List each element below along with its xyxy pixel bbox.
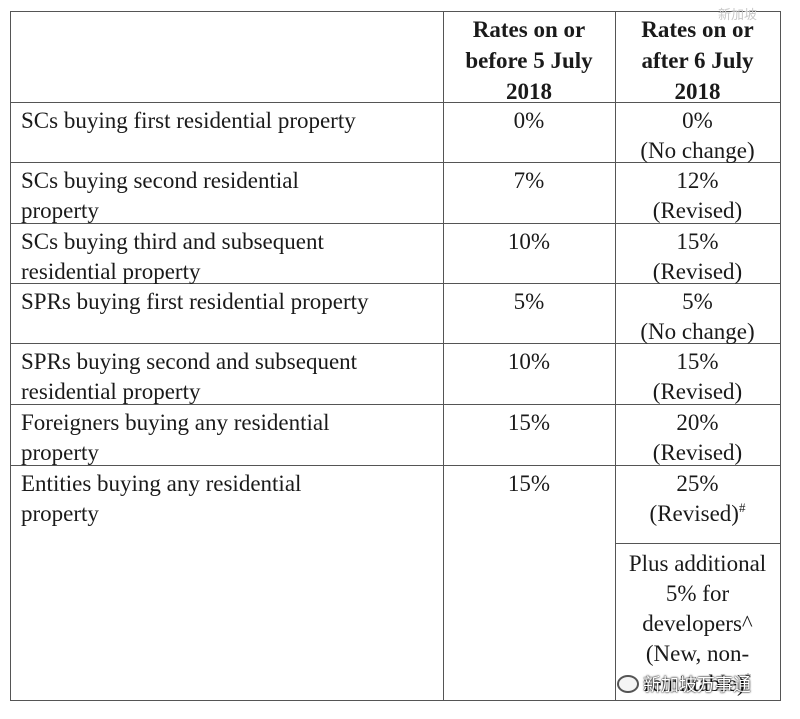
chat-bubble-icon xyxy=(617,675,639,693)
rate-after: 12% (Revised) xyxy=(615,162,780,226)
row-divider xyxy=(11,223,780,224)
header-before-line: Rates on or xyxy=(472,17,586,42)
rate-after-note: (Revised) xyxy=(652,259,743,284)
watermark-bottom: 新加坡万事通 xyxy=(617,671,751,697)
rate-after-value: 15% xyxy=(676,229,719,254)
surcharge-line: developers^ xyxy=(642,611,753,636)
label-line: residential property xyxy=(21,379,201,404)
rate-before: 10% xyxy=(507,229,551,254)
rate-after-note: (Revised) xyxy=(652,198,743,223)
surcharge-line: (New, non- xyxy=(645,641,750,666)
stamp-duty-table: Rates on or before 5 July 2018 Rates on … xyxy=(10,11,781,701)
rate-after: 15% (Revised) xyxy=(615,223,780,287)
rate-after-note: (No change) xyxy=(640,319,755,344)
column-divider-2 xyxy=(615,12,616,701)
label-line: property xyxy=(21,501,99,526)
row-divider xyxy=(11,102,780,103)
rate-after-note: (Revised)# xyxy=(615,499,780,529)
rate-after-note: (Revised) xyxy=(652,440,743,465)
watermark-bottom-text: 新加坡万事通 xyxy=(643,675,751,696)
rate-after: 25% (Revised)# xyxy=(615,465,780,529)
table-row-label: SPRs buying second and subsequent reside… xyxy=(11,343,443,407)
table-row-label: SCs buying second residential property xyxy=(11,162,443,226)
rate-after-value: 5% xyxy=(682,289,713,314)
footnote-mark: * xyxy=(744,670,752,685)
row-divider xyxy=(615,543,780,544)
developer-surcharge-cell: Plus additional 5% for developers^ (New,… xyxy=(615,543,780,699)
column-divider-1 xyxy=(443,12,444,701)
header-after-line: 2018 xyxy=(674,79,721,104)
rate-after-value: 0% xyxy=(682,108,713,133)
row-divider xyxy=(11,343,780,344)
rate-after: 0% (No change) xyxy=(615,102,780,166)
rate-after-value: 12% xyxy=(676,168,719,193)
header-before-cell: Rates on or before 5 July 2018 xyxy=(443,12,615,104)
rate-after-note: (Revised) xyxy=(652,379,743,404)
label-line: property xyxy=(21,440,99,465)
surcharge-line: remittable)* xyxy=(615,669,780,699)
row-divider xyxy=(11,404,780,405)
header-before-line: 2018 xyxy=(506,79,552,104)
table-row-label: SPRs buying first residential property xyxy=(11,283,443,317)
rate-after: 5% (No change) xyxy=(615,283,780,347)
rate-after-value: 25% xyxy=(676,471,719,496)
row-divider xyxy=(11,162,780,163)
rate-after-note: (No change) xyxy=(640,138,755,163)
label-line: property xyxy=(21,198,99,223)
rate-after: 20% (Revised) xyxy=(615,404,780,468)
header-after-cell: Rates on or after 6 July 2018 xyxy=(615,12,780,104)
watermark-top: 新加坡 xyxy=(718,8,758,23)
label-line: SPRs buying first residential property xyxy=(21,289,369,314)
footnote-mark: # xyxy=(738,500,746,515)
label-line: SCs buying third and subsequent xyxy=(21,229,324,254)
row-divider xyxy=(11,283,780,284)
header-after-line: after 6 July xyxy=(641,48,754,73)
table-row-label: Foreigners buying any residential proper… xyxy=(11,404,443,468)
surcharge-line: Plus additional xyxy=(628,551,767,576)
label-line: residential property xyxy=(21,259,201,284)
header-after-line: Rates on or xyxy=(641,17,754,42)
rate-before: 10% xyxy=(507,349,551,374)
table-row-label: Entities buying any residential property xyxy=(11,465,443,529)
surcharge-line-text: remittable) xyxy=(643,671,745,696)
label-line: SPRs buying second and subsequent xyxy=(21,349,358,374)
label-line: SCs buying first residential property xyxy=(21,108,356,133)
rate-before: 0% xyxy=(513,108,545,133)
header-before-line: before 5 July xyxy=(465,48,593,73)
label-line: SCs buying second residential xyxy=(21,168,299,193)
rate-after-note-text: (Revised) xyxy=(649,501,739,526)
rate-after-value: 20% xyxy=(676,410,719,435)
header-label-cell xyxy=(11,12,443,102)
rate-before: 15% xyxy=(507,410,551,435)
table-row-label: SCs buying first residential property xyxy=(11,102,443,136)
surcharge-line: 5% for xyxy=(665,581,730,606)
table-row-label: SCs buying third and subsequent resident… xyxy=(11,223,443,287)
rate-before: 15% xyxy=(507,471,551,496)
label-line: Entities buying any residential xyxy=(21,471,302,496)
rate-before: 7% xyxy=(513,168,545,193)
row-divider xyxy=(11,465,780,466)
rate-before: 5% xyxy=(513,289,545,314)
label-line: Foreigners buying any residential xyxy=(21,410,330,435)
rate-after: 15% (Revised) xyxy=(615,343,780,407)
rate-after-value: 15% xyxy=(676,349,719,374)
